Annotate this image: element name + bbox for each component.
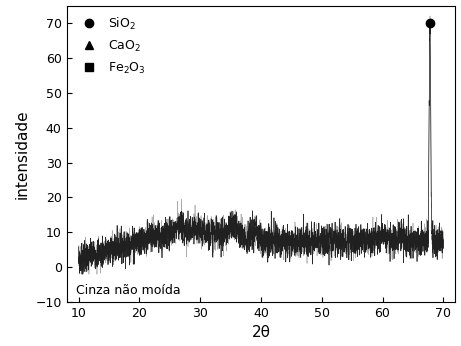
Legend: SiO$_2$, CaO$_2$, Fe$_2$O$_3$: SiO$_2$, CaO$_2$, Fe$_2$O$_3$ <box>73 12 149 79</box>
X-axis label: 2θ: 2θ <box>252 326 271 340</box>
Y-axis label: intensidade: intensidade <box>15 109 30 199</box>
Text: Cinza não moída: Cinza não moída <box>76 284 180 297</box>
